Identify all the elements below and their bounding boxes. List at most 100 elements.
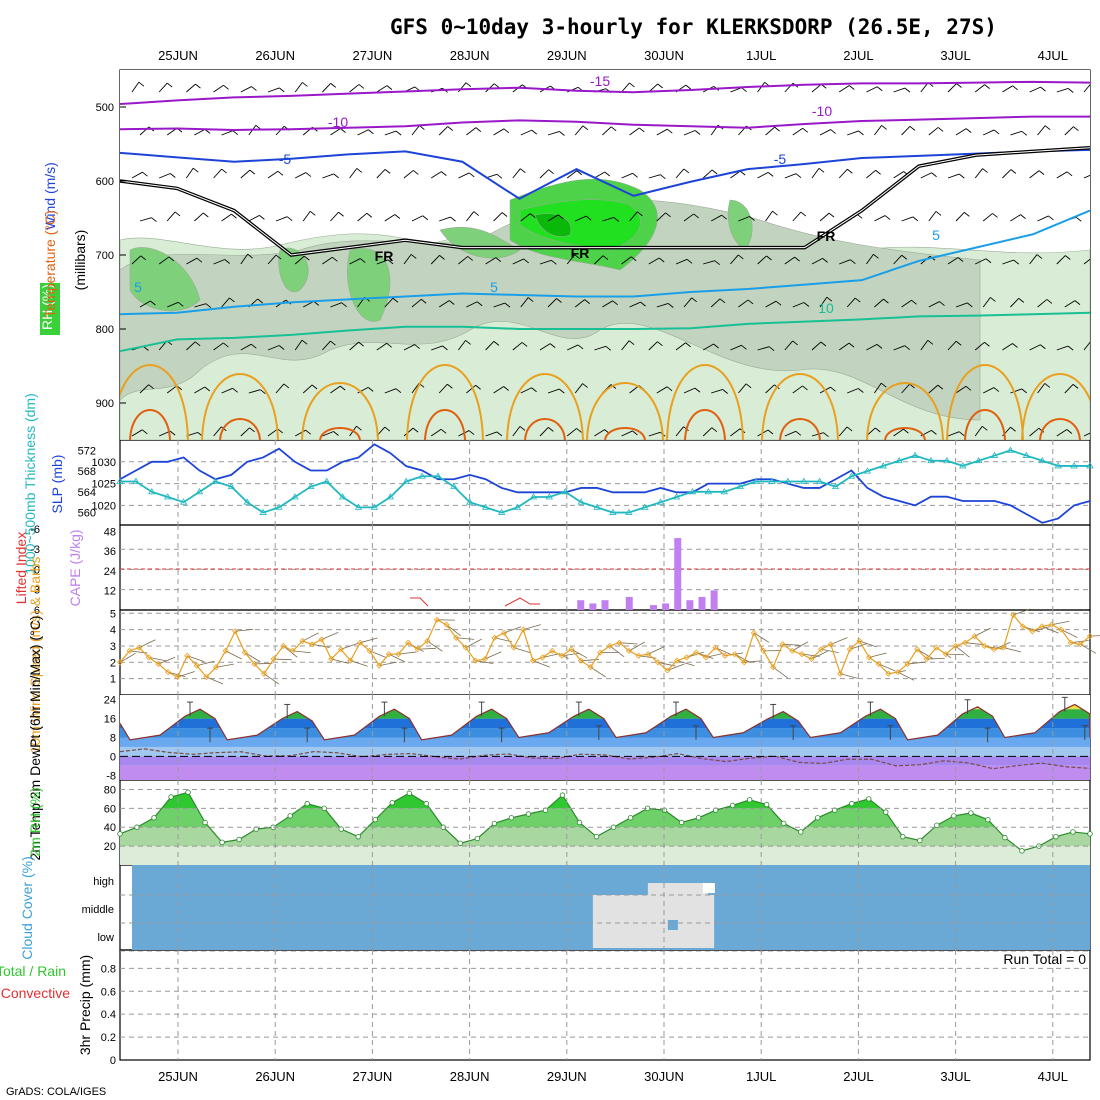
wind-barb-flag (1067, 345, 1074, 351)
wind-barb (1092, 212, 1100, 221)
wind-barb-flag (467, 256, 474, 261)
wind-barb (784, 340, 794, 351)
wind-barb-flag (203, 212, 209, 218)
wind-barb-flag (747, 299, 754, 305)
wind-barb-flag (876, 344, 883, 349)
wind-barb (520, 297, 529, 308)
thickness-marker (927, 456, 935, 464)
wind-barb-flag (277, 428, 283, 434)
wind10m-marker (136, 644, 143, 651)
wind10m-marker (270, 655, 277, 663)
wind-barb-flag (148, 384, 154, 390)
wind-barb (893, 171, 904, 179)
wind-barb (656, 128, 668, 136)
wind-barb-flag (685, 84, 692, 90)
wind-barb-flag (340, 128, 346, 133)
wind-barb (294, 255, 305, 265)
wind-barb (1010, 388, 1022, 394)
wind-barb-flag (1036, 254, 1043, 259)
date-label-top: 27JUN (353, 48, 393, 63)
rh-band (120, 792, 1090, 809)
wind-barb (866, 86, 878, 93)
wind10m-barb (359, 637, 378, 644)
warm-isotherm (201, 373, 279, 440)
wind-barb (621, 340, 630, 351)
wind-barb-flag (465, 340, 471, 345)
lifted-index-label: Lifted Index (13, 532, 29, 604)
thickness-marker (577, 498, 585, 505)
wind-barb (947, 431, 960, 437)
rh2m-marker (627, 815, 634, 821)
wind10m-marker (721, 652, 729, 659)
wind-barb-flag (520, 168, 526, 174)
wind10m-barb (456, 637, 475, 640)
thickness-marker (307, 482, 315, 490)
wind10m-marker (520, 626, 527, 633)
chart-title: GFS 0~10day 3-hourly for KLERKSDORP (26.… (390, 15, 997, 39)
wind-ytick: 2 (110, 657, 116, 669)
thickness-marker (831, 482, 840, 490)
wind-barb-flag (531, 129, 538, 135)
wind-barb (493, 128, 505, 136)
wind-barb (403, 427, 414, 437)
wind-barb-flag (442, 345, 448, 351)
wind-barb (376, 85, 388, 93)
wind10m-marker (712, 644, 719, 651)
wind-barb (1083, 432, 1090, 437)
wind10m-marker (1067, 639, 1074, 646)
wind10m-barb (446, 624, 461, 637)
thickness-line (120, 449, 1090, 514)
wind10m-barb (292, 650, 311, 654)
thickness-marker (704, 488, 713, 495)
wind-barb-flag (854, 297, 861, 303)
wind-barb (438, 300, 450, 308)
wind10m-marker (501, 629, 508, 636)
wind-barb (893, 345, 905, 351)
wind-barb-flag (909, 126, 916, 131)
wind-barb-flag (386, 342, 393, 348)
wind-barb-flag (931, 172, 937, 178)
wind10m-marker (174, 673, 181, 681)
wind-barb-flag (447, 126, 453, 131)
wind-barb-flag (848, 85, 855, 90)
wind-barb (240, 427, 250, 437)
rh2m-marker (423, 800, 430, 807)
wind10m-barb (667, 663, 685, 671)
wind-barb (431, 345, 443, 351)
thickness-marker (736, 482, 744, 490)
wind10m-barb (215, 663, 234, 668)
wind-barb-flag (556, 298, 562, 303)
wind-barb (738, 216, 750, 222)
wind10m-marker (606, 642, 613, 650)
wind-barb-flag (260, 389, 266, 395)
wind-barb (901, 126, 911, 136)
wind10m-marker (866, 654, 873, 661)
precip-label: 3hr Precip (mm) (77, 955, 93, 1055)
wind-barb (983, 129, 995, 136)
wind-barb-flag (984, 84, 990, 89)
temp-ytick: 8 (110, 733, 116, 745)
wind-barb (683, 130, 696, 136)
thickness-marker (148, 488, 156, 495)
wind10m-barb (263, 673, 280, 685)
wind-barb (131, 429, 143, 437)
wind-barb (512, 426, 521, 437)
wind-barb (866, 343, 878, 351)
wind-barb (866, 169, 876, 179)
isotherm-label: -15 (590, 73, 610, 89)
rh2m-marker (1019, 848, 1025, 854)
thickness-marker (1070, 462, 1078, 469)
wind-barb (1064, 300, 1076, 308)
date-label-top: 2JUL (843, 48, 873, 63)
wind-barb-flag (339, 385, 346, 391)
wind-barb-flag (741, 344, 747, 350)
wind10m-marker (193, 662, 200, 669)
rh2m-marker (917, 837, 923, 844)
wind-barb-flag (981, 425, 988, 431)
wind-barb (648, 174, 661, 179)
wind10m-marker (798, 651, 805, 658)
wind-barb (675, 426, 684, 437)
wind-barb-flag (694, 387, 701, 393)
wind-barb (1002, 343, 1013, 351)
